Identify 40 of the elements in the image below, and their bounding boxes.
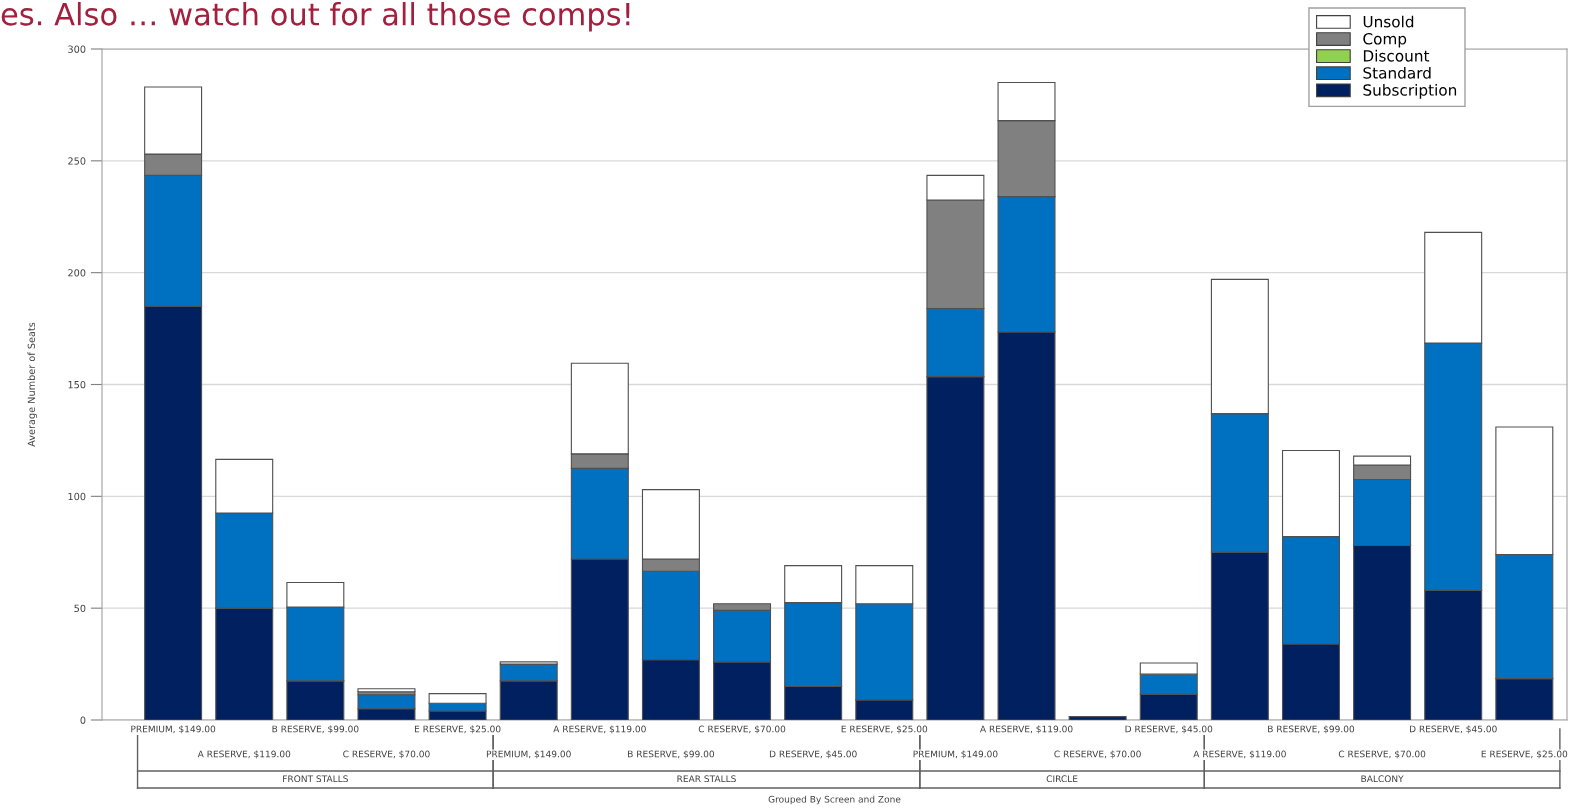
x-tick-label: D RESERVE, $45.00	[1409, 725, 1497, 734]
x-tick-label: A RESERVE, $119.00	[553, 725, 646, 734]
y-tick-label: 200	[68, 269, 86, 277]
y-tick-label: 0	[80, 716, 86, 724]
x-tick-label: E RESERVE, $25.00	[841, 725, 928, 734]
x-tick-label: PREMIUM, $149.00	[913, 750, 998, 759]
x-tick-label: C RESERVE, $70.00	[343, 750, 430, 759]
x-axis-title: Grouped By Screen and Zone	[768, 795, 901, 805]
y-tick-label: 150	[68, 380, 86, 389]
text: CIRCLE	[1046, 775, 1078, 783]
x-tick-label: B RESERVE, $99.00	[1268, 725, 1355, 734]
x-tick-label: A RESERVE, $119.00	[1193, 750, 1286, 759]
text: REAR STALLS	[677, 775, 736, 783]
y-axis-title: Average Number of Seats	[27, 322, 37, 447]
legend-label: Subscription	[1363, 83, 1457, 99]
x-tick-label: PREMIUM, $149.00	[131, 725, 216, 734]
text: FRONT STALLS	[283, 775, 348, 783]
x-tick-label: D RESERVE, $45.00	[1125, 725, 1213, 734]
x-tick-label: B RESERVE, $99.00	[272, 725, 359, 734]
x-tick-label: C RESERVE, $70.00	[1338, 750, 1426, 759]
x-tick-label: B RESERVE, $99.00	[628, 750, 715, 759]
x-tick-label: E RESERVE, $25.00	[414, 725, 501, 734]
x-tick-label: A RESERVE, $119.00	[979, 725, 1073, 734]
x-tick-label: E RESERVE, $25.00	[1481, 750, 1568, 759]
bar	[1068, 716, 1127, 720]
x-tick-label: A RESERVE, $119.00	[197, 750, 291, 759]
x-tick-label: C RESERVE, $70.00	[698, 725, 786, 734]
y-tick-label: 100	[68, 492, 86, 501]
legend-label: Discount	[1363, 49, 1430, 62]
x-tick-label: PREMIUM, $149.00	[486, 750, 571, 759]
text: BALCONY	[1361, 775, 1404, 783]
legend-label: Unsold	[1363, 15, 1414, 28]
y-tick-label: 300	[68, 45, 86, 53]
y-tick-label: 50	[74, 604, 86, 612]
legend-label: Standard	[1363, 66, 1431, 79]
x-tick-label: D RESERVE, $45.00	[769, 750, 857, 759]
x-tick-label: C RESERVE, $70.00	[1054, 750, 1141, 759]
y-tick-label: 250	[68, 157, 86, 165]
legend-label: Comp	[1363, 32, 1407, 48]
chart-title: es. Also … watch out for all those comps!	[1, 2, 630, 32]
